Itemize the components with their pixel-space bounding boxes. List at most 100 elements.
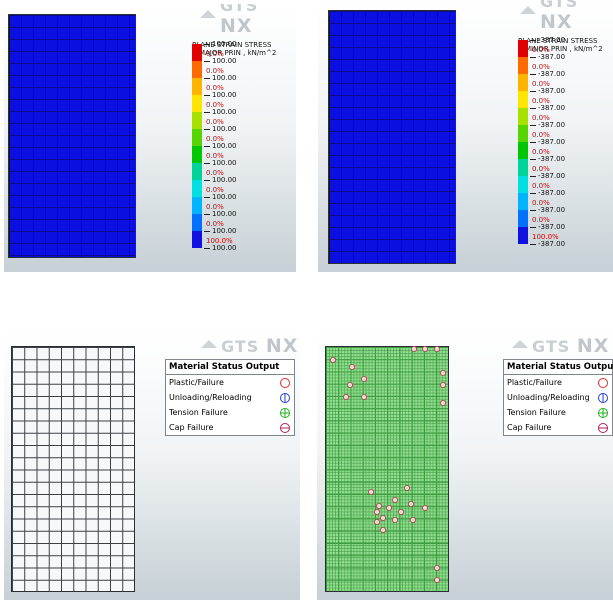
legend-value: 100.00: [212, 40, 237, 48]
legend-color-swatch: [192, 163, 202, 180]
legend-percent: 0.0%: [206, 50, 224, 58]
material-status-row: Cap Failure: [166, 420, 294, 435]
plastic-failure-marker: [392, 516, 399, 523]
legend-color-swatch: [518, 176, 528, 193]
circle-icon: [597, 377, 609, 394]
legend-tick: [204, 197, 210, 198]
mesh-viewport[interactable]: GTS NX Material Status Output Plastic/Fa…: [4, 330, 300, 600]
logo-text: GTS NX: [540, 0, 579, 33]
circle-line-icon: [279, 392, 291, 409]
legend-color-swatch: [518, 108, 528, 125]
material-status-row: Cap Failure: [504, 420, 612, 435]
legend-value: -387.00: [538, 36, 566, 44]
legend-value: -387.00: [538, 223, 566, 231]
legend-color-swatch: [192, 214, 202, 231]
legend-value: 100.00: [212, 227, 237, 235]
material-status-label: Tension Failure: [169, 408, 228, 417]
legend-percent: 0.0%: [206, 118, 224, 126]
legend-value: 100.00: [212, 176, 237, 184]
plastic-failure-marker: [422, 345, 429, 352]
legend-tick: [530, 57, 536, 58]
legend-percent: 0.0%: [206, 67, 224, 75]
plastic-failure-marker: [361, 394, 368, 401]
plastic-failure-marker: [398, 508, 405, 515]
material-status-label: Cap Failure: [169, 423, 214, 432]
material-status-mesh[interactable]: [325, 346, 449, 592]
legend-percent: 0.0%: [206, 203, 224, 211]
gts-nx-logo: GTS NX: [201, 335, 299, 357]
midas-logo-icon: [201, 340, 217, 348]
legend-color-swatch: [192, 78, 202, 95]
plastic-failure-marker: [342, 394, 349, 401]
failure-markers: [329, 345, 447, 583]
legend-value: 100.00: [212, 159, 237, 167]
legend-percent: 0.0%: [532, 97, 550, 105]
legend-color-swatch: [518, 159, 528, 176]
plastic-failure-marker: [422, 504, 429, 511]
logo-text: GTS NX: [220, 4, 259, 37]
legend-value: -387.00: [538, 87, 566, 95]
plastic-failure-marker: [411, 345, 418, 352]
logo-text: GTS NX: [221, 335, 299, 357]
legend-tick: [530, 40, 536, 41]
legend-percent: 0.0%: [532, 182, 550, 190]
material-status-row: Tension Failure: [504, 405, 612, 420]
material-status-label: Tension Failure: [507, 408, 566, 417]
legend-percent: 0.0%: [532, 199, 550, 207]
legend-value: -387.00: [538, 53, 566, 61]
legend-tick: [530, 210, 536, 211]
legend-value: 100.00: [212, 125, 237, 133]
legend-value: 100.00: [212, 108, 237, 116]
legend-color-swatch: [192, 95, 202, 112]
major-stress-viewport[interactable]: GTS NX PLANE STRAIN STRESS S-MAJOR PRIN ,…: [4, 4, 296, 272]
legend-color-swatch: [192, 61, 202, 78]
legend-tick: [530, 159, 536, 160]
status-viewport[interactable]: GTS NX Material Status Output Plastic/Fa…: [317, 330, 613, 600]
legend-percent: 0.0%: [532, 148, 550, 156]
material-status-label: Plastic/Failure: [507, 378, 562, 387]
legend-percent: 0.0%: [206, 220, 224, 228]
plastic-failure-marker: [376, 502, 383, 509]
legend-percent: 0.0%: [532, 131, 550, 139]
legend-color-swatch: [192, 197, 202, 214]
logo-text: GTS NX: [532, 335, 610, 357]
plastic-failure-marker: [346, 382, 353, 389]
legend-tick: [204, 163, 210, 164]
circle-line-icon: [597, 392, 609, 409]
minor-stress-viewport[interactable]: GTS NX PLANE STRAIN STRESS S-MINOR PRIN ,…: [318, 0, 613, 272]
material-status-title: Material Status Output: [504, 360, 613, 375]
plastic-failure-marker: [434, 576, 441, 583]
legend-percent: 0.0%: [532, 216, 550, 224]
legend-color-swatch: [518, 125, 528, 142]
material-status-row: Unloading/Reloading: [504, 390, 612, 405]
material-status-table: Material Status Output Plastic/Failure Un…: [165, 359, 295, 436]
plastic-failure-marker: [329, 356, 336, 363]
plastic-failure-marker: [386, 504, 393, 511]
plastic-failure-marker: [361, 376, 368, 383]
legend-tick: [530, 244, 536, 245]
legend-color-swatch: [192, 180, 202, 197]
legend-tick: [530, 176, 536, 177]
legend-color-swatch: [192, 112, 202, 129]
plastic-failure-marker: [374, 518, 381, 525]
wire-mesh[interactable]: [11, 346, 135, 592]
major-stress-mesh[interactable]: [8, 14, 136, 258]
plastic-failure-marker: [440, 400, 447, 407]
material-status-label: Unloading/Reloading: [169, 393, 252, 402]
plastic-failure-marker: [408, 500, 415, 507]
legend-percent: 0.0%: [206, 84, 224, 92]
plastic-failure-marker: [374, 508, 381, 515]
legend-tick: [204, 146, 210, 147]
minor-stress-mesh[interactable]: [328, 10, 456, 264]
legend-percent: 0.0%: [206, 169, 224, 177]
gts-nx-logo: GTS NX: [512, 335, 610, 357]
legend-tick: [204, 129, 210, 130]
legend-color-swatch: [192, 231, 202, 248]
legend-tick: [530, 74, 536, 75]
material-status-label: Unloading/Reloading: [507, 393, 590, 402]
legend-percent: 0.0%: [532, 165, 550, 173]
legend-tick: [530, 108, 536, 109]
circle-icon: [279, 377, 291, 394]
legend-color-swatch: [192, 146, 202, 163]
legend-tick: [204, 112, 210, 113]
